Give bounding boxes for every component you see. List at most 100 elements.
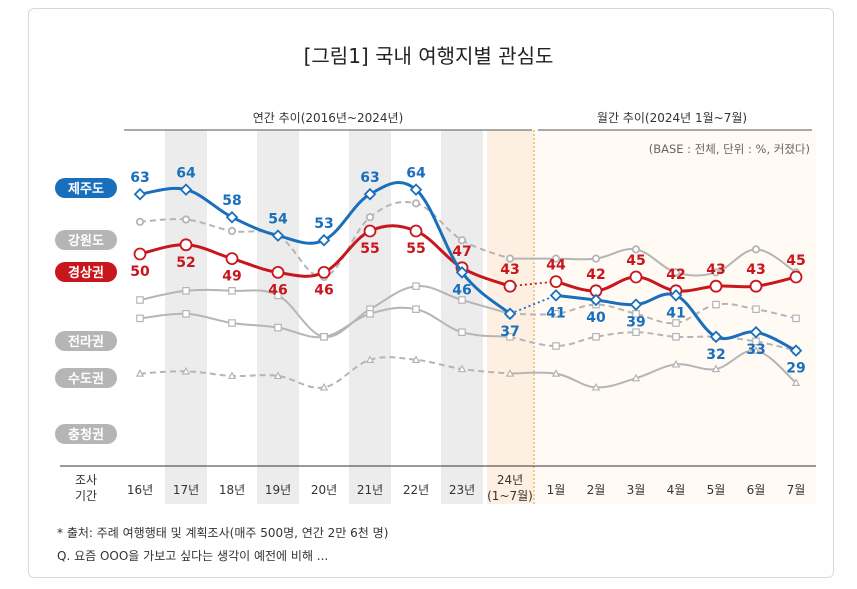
data-label-gangwon: 42: [586, 267, 605, 283]
data-point: [789, 270, 803, 284]
data-point: [458, 328, 466, 337]
section-yearly-label: 연간 추이(2016년~2024년): [253, 111, 404, 125]
data-point: [271, 265, 285, 279]
data-point: [672, 333, 680, 341]
data-point: [629, 270, 643, 284]
legend-label-gyeongsang: 경상권: [68, 265, 104, 281]
legend-badge-gangwon: [55, 230, 117, 250]
data-point: [551, 254, 561, 263]
data-label-jeju: 63: [360, 170, 379, 186]
data-point: [271, 229, 285, 242]
data-label-jeju: 54: [268, 212, 288, 228]
x-tick-label: 1월: [547, 483, 566, 497]
data-point: [225, 252, 239, 266]
data-point: [669, 289, 683, 302]
legend-badge-jeolla: [55, 331, 117, 351]
data-point: [457, 364, 467, 373]
data-label-jeju: 40: [586, 310, 606, 326]
data-point: [409, 183, 423, 196]
data-point: [182, 287, 190, 295]
data-point: [591, 254, 601, 263]
data-label-jeju: 64: [176, 166, 196, 182]
data-point: [629, 298, 643, 311]
data-point: [366, 310, 374, 318]
data-label-gangwon: 52: [176, 255, 195, 271]
data-point: [458, 296, 466, 304]
data-point: [412, 282, 420, 291]
data-point: [457, 236, 467, 245]
data-label-gangwon: 43: [706, 262, 725, 278]
legend-label-chungcheong: 충청권: [68, 427, 104, 443]
data-point: [789, 344, 803, 357]
data-point: [751, 346, 761, 354]
data-point: [791, 378, 801, 386]
data-label-gangwon: 42: [666, 267, 685, 283]
data-point: [320, 333, 328, 341]
data-point: [135, 217, 145, 226]
data-point: [505, 254, 515, 263]
data-label-jeju: 33: [746, 342, 765, 358]
data-point: [631, 245, 641, 254]
section-monthly-label: 월간 추이(2024년 1월~7월): [597, 111, 747, 125]
data-point: [506, 333, 514, 341]
legend-badge-chungcheong: [55, 424, 117, 444]
data-label-gangwon: 43: [746, 262, 765, 278]
x-tick-label: 22년: [403, 483, 429, 497]
data-point: [227, 226, 237, 236]
data-point: [792, 314, 800, 323]
x-tick-label: 16년: [127, 483, 153, 497]
x-tick-label: 5월: [707, 483, 726, 497]
data-point: [503, 307, 517, 321]
data-point: [136, 314, 144, 323]
x-tick-label: 20년: [311, 483, 337, 497]
data-point: [591, 382, 601, 391]
data-point: [274, 291, 282, 300]
data-point: [709, 279, 723, 293]
footnote-question: Q. 요즘 OOO을 가보고 싶다는 생각이 예전에 비해 ...: [57, 549, 329, 563]
legend-label-sudo: 수도권: [68, 372, 104, 387]
year-stripe: [441, 130, 483, 504]
data-point: [227, 371, 237, 380]
data-label-gangwon: 44: [546, 258, 566, 274]
data-label-jeju: 39: [626, 315, 645, 331]
year-stripe: [257, 130, 299, 504]
data-point: [274, 323, 282, 332]
data-point: [133, 247, 147, 261]
x-tick-label: 21년: [357, 483, 383, 497]
data-point: [592, 333, 600, 341]
legend-badge-sudo: [55, 368, 117, 388]
data-point: [181, 215, 191, 224]
data-point: [552, 310, 560, 318]
data-point: [631, 373, 641, 382]
x-tick-label: 24년: [497, 473, 523, 487]
data-point: [317, 233, 331, 247]
data-point: [135, 369, 145, 377]
data-label-jeju: 63: [130, 170, 149, 186]
data-label-gangwon: 55: [360, 241, 379, 257]
data-point: [317, 265, 331, 279]
data-point: [179, 238, 193, 252]
data-label-gangwon: 46: [268, 282, 287, 298]
series-line-jeju: [138, 180, 512, 316]
data-label-gangwon: 45: [626, 253, 645, 269]
data-point: [751, 245, 761, 254]
data-point: [136, 296, 144, 304]
x-tick-label: 19년: [265, 483, 291, 497]
axis-label-bottom: 기간: [75, 489, 97, 503]
data-point: [133, 187, 147, 201]
data-point: [589, 293, 603, 307]
axis-label-top: 조사: [75, 473, 97, 487]
data-point: [551, 369, 561, 377]
data-point: [671, 268, 681, 277]
data-label-jeju: 64: [406, 166, 426, 182]
x-tick-label: 7월: [787, 483, 806, 497]
data-label-gangwon: 45: [786, 253, 805, 269]
data-point: [365, 355, 375, 363]
data-label-gangwon: 47: [452, 244, 471, 260]
data-point: [225, 210, 239, 224]
data-point: [505, 369, 515, 377]
data-label-gangwon: 55: [406, 241, 425, 257]
data-label-jeju: 41: [546, 305, 565, 321]
data-label-gangwon: 46: [314, 282, 333, 298]
data-point: [712, 300, 720, 309]
